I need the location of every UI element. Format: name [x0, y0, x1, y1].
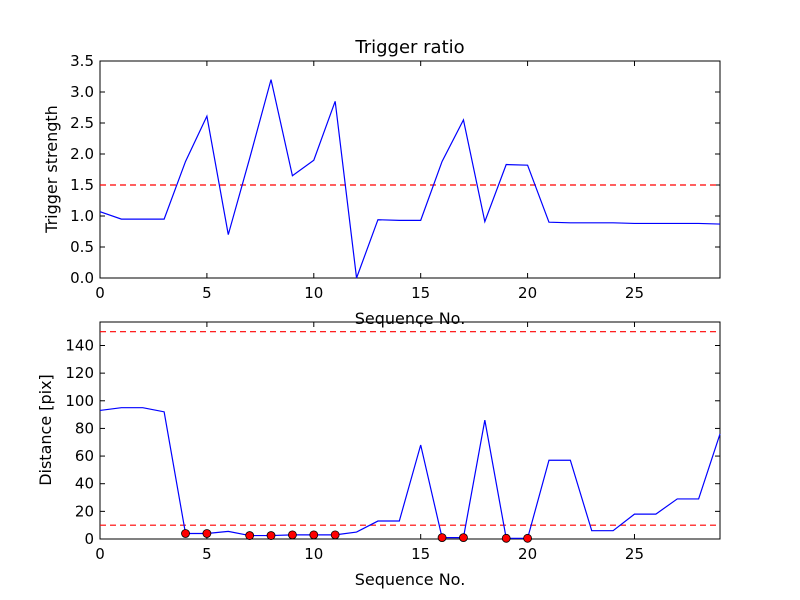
y-axis-label: Distance [pix] [36, 374, 55, 486]
x-axis-label: Sequence No. [355, 309, 466, 328]
x-tick-label: 5 [202, 284, 212, 302]
y-tick-label: 3.0 [70, 83, 94, 101]
marker-point [459, 533, 468, 543]
x-tick-label: 0 [95, 284, 105, 302]
marker-point [288, 530, 297, 540]
y-tick-label: 2.0 [70, 145, 94, 163]
marker-point [245, 531, 255, 540]
marker-point [309, 530, 319, 540]
y-tick-label: 3.5 [70, 52, 94, 70]
y-tick-label: 80 [75, 419, 94, 437]
y-tick-label: 40 [75, 475, 94, 493]
x-axis-label: Sequence No. [355, 570, 466, 589]
x-tick-label: 0 [95, 545, 105, 563]
x-tick-label: 15 [411, 545, 430, 563]
trigger-ratio-subplot: 0 5 10 15 20 25 0.0 0.5 1.0 1.5 2.0 2.5 3.0 3.5 Trigge… [42, 37, 721, 328]
x-tick-label: 25 [625, 284, 644, 302]
y-tick-label: 0.5 [70, 238, 94, 256]
x-tick-label: 10 [304, 545, 323, 563]
y-tick-label: 100 [65, 392, 94, 410]
y-tick-label: 1.5 [70, 176, 94, 194]
chart-title: Trigger ratio [354, 37, 464, 58]
x-tick-label: 20 [518, 284, 537, 302]
marker-point [437, 533, 447, 543]
distance-subplot: 0 5 10 15 20 25 0 20 40 60 80 100 120 140 Sequence No.… [36, 321, 721, 589]
y-tick-label: 120 [65, 364, 94, 382]
marker-point [181, 529, 190, 538]
y-axis-label: Trigger strength [42, 105, 61, 234]
x-tick-label: 25 [625, 545, 644, 563]
marker-point [202, 529, 212, 538]
x-tick-label: 20 [518, 545, 537, 563]
x-tick-label: 5 [202, 545, 212, 563]
series-line [99, 79, 721, 279]
marker-point [330, 530, 340, 540]
y-tick-label: 0.0 [70, 269, 94, 287]
x-tick-label: 10 [304, 284, 323, 302]
plot-frame [99, 321, 721, 540]
y-tick-label: 1.0 [70, 207, 94, 225]
y-tick-label: 0 [84, 530, 94, 548]
marker-point [266, 531, 276, 540]
y-tick-label: 60 [75, 447, 94, 465]
marker-point [523, 533, 532, 543]
marker-point [501, 533, 511, 543]
x-tick-label: 15 [411, 284, 430, 302]
y-tick-label: 2.5 [70, 114, 94, 132]
plot-frame [99, 60, 721, 279]
y-tick-label: 140 [65, 336, 94, 354]
y-tick-label: 20 [75, 502, 94, 520]
